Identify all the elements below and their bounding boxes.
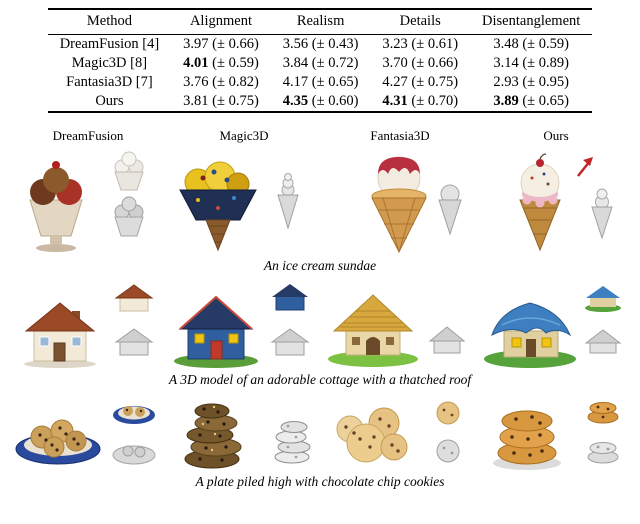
sundae-magic3d-image [179, 161, 299, 252]
render-sundae-magic3d [166, 148, 322, 256]
table-row-fantasia3d: Fantasia3D [7] 3.76 (± 0.82) 4.17 (± 0.6… [48, 73, 593, 92]
score-cell: 3.81 (± 0.75) [183, 93, 259, 109]
cottage-ours-image [484, 286, 622, 368]
col-header-realism: Realism [296, 13, 345, 29]
score-cell: 3.48 (± 0.59) [493, 36, 569, 52]
method-name: DreamFusion [4] [59, 36, 160, 52]
figure-row-cottage [10, 280, 634, 370]
score-cell: 3.84 (± 0.72) [282, 55, 359, 71]
render-sundae-fantasia3d [322, 148, 478, 256]
table-row-dreamfusion: DreamFusion [4] 3.97 (± 0.66) 3.56 (± 0.… [48, 35, 593, 55]
score-cell: 3.97 (± 0.66) [183, 36, 259, 52]
score-cell: 4.31 (± 0.70) [382, 93, 459, 109]
render-cottage-ours [478, 280, 634, 370]
score-cell: 3.89 (± 0.65) [493, 93, 569, 109]
cookies-magic3d-image [184, 403, 311, 469]
render-cottage-dreamfusion [10, 280, 166, 370]
paper-figure-page: Method Alignment Realism Details Disenta… [10, 8, 630, 496]
cottage-fantasia3d-image [328, 294, 466, 367]
score-cell: 4.01 (± 0.59) [183, 55, 259, 71]
cookies-ours-image [493, 402, 619, 470]
score-cell: 2.93 (± 0.95) [493, 74, 569, 90]
render-cookies-ours [478, 394, 634, 472]
figure-col-header-dreamfusion: DreamFusion [52, 128, 124, 143]
cookies-fantasia3d-image [336, 401, 460, 463]
col-header-method: Method [86, 13, 132, 29]
score-cell: 3.70 (± 0.66) [382, 55, 459, 71]
score-cell: 3.14 (± 0.89) [493, 55, 569, 71]
figure-row-sundae [10, 148, 634, 256]
table-row-magic3d: Magic3D [8] 4.01 (± 0.59) 3.84 (± 0.72) … [48, 54, 593, 73]
qualitative-figure: DreamFusion Magic3D Fantasia3D Ours [10, 125, 630, 496]
render-cookies-dreamfusion [10, 394, 166, 472]
col-header-alignment: Alignment [189, 13, 252, 29]
cottage-dreamfusion-image [24, 284, 154, 368]
figure-caption-sundae: An ice cream sundae [263, 258, 377, 273]
cottage-magic3d-image [174, 284, 310, 368]
figure-caption-cookies: A plate piled high with chocolate chip c… [195, 474, 445, 489]
method-name: Magic3D [8] [71, 55, 148, 71]
method-name: Ours [95, 93, 124, 109]
sundae-dreamfusion-image [29, 151, 144, 252]
render-cottage-fantasia3d [322, 280, 478, 370]
col-header-details: Details [399, 13, 441, 29]
score-cell: 4.35 (± 0.60) [282, 93, 359, 109]
score-cell: 4.17 (± 0.65) [282, 74, 359, 90]
figure-col-header-fantasia3d: Fantasia3D [370, 128, 430, 143]
method-name: Fantasia3D [7] [66, 74, 153, 90]
cookies-dreamfusion-image [15, 406, 156, 465]
render-cookies-fantasia3d [322, 394, 478, 472]
render-cookies-magic3d [166, 394, 322, 472]
render-cottage-magic3d [166, 280, 322, 370]
render-sundae-ours [478, 148, 634, 256]
table-header-row: Method Alignment Realism Details Disenta… [47, 9, 593, 35]
col-header-disentanglement: Disentanglement [482, 13, 581, 29]
figure-col-header-magic3d: Magic3D [219, 128, 269, 143]
score-cell: 3.56 (± 0.43) [282, 36, 359, 52]
results-table: Method Alignment Realism Details Disenta… [47, 8, 593, 113]
score-cell: 3.23 (± 0.61) [382, 36, 459, 52]
score-cell: 4.27 (± 0.75) [382, 74, 459, 90]
figure-row-cookies [10, 394, 634, 472]
figure-col-header-ours: Ours [543, 128, 569, 143]
render-sundae-dreamfusion [10, 148, 166, 256]
score-cell: 3.76 (± 0.82) [183, 74, 259, 90]
figure-column-headers: DreamFusion Magic3D Fantasia3D Ours [10, 125, 634, 148]
table-row-ours: Ours 3.81 (± 0.75) 4.35 (± 0.60) 4.31 (±… [48, 92, 593, 112]
figure-caption-cottage: A 3D model of an adorable cottage with a… [168, 372, 472, 387]
sundae-fantasia3d-image [371, 156, 462, 254]
sundae-ours-image [519, 153, 613, 252]
